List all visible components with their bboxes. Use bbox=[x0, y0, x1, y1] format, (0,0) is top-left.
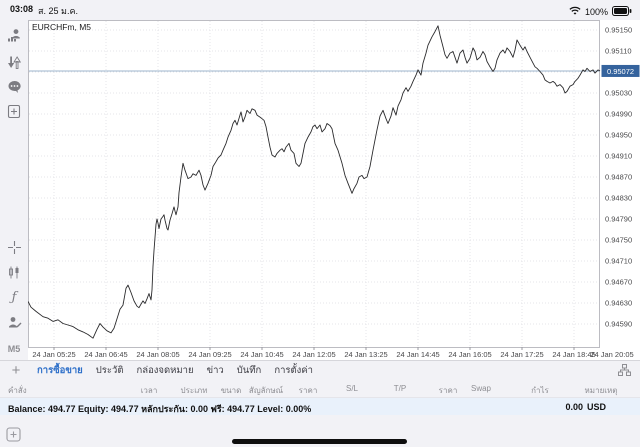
x-axis-label: 24 Jan 05:25 bbox=[32, 350, 75, 359]
balance-row[interactable]: Balance: 494.77 Equity: 494.77 หลักประกั… bbox=[0, 398, 640, 415]
quotes-icon[interactable] bbox=[0, 26, 28, 44]
col-comment: หมายเหตุ bbox=[584, 386, 618, 395]
tab-history[interactable]: ประวัติ bbox=[95, 365, 124, 376]
y-axis-label: 0.94830 bbox=[605, 194, 632, 203]
col-tp: T/P bbox=[393, 384, 407, 393]
chart-type-icon[interactable] bbox=[0, 263, 28, 281]
x-axis-label: 24 Jan 06:45 bbox=[84, 350, 127, 359]
panel-divider bbox=[0, 360, 640, 361]
col-time: เวลา bbox=[140, 386, 158, 395]
y-axis-label: 0.94710 bbox=[605, 257, 632, 266]
objects-icon[interactable] bbox=[0, 313, 28, 331]
tab-mailbox[interactable]: กล่องจดหมาย bbox=[136, 365, 194, 376]
col-order: คำสั่ง bbox=[8, 386, 27, 395]
balance-summary: Balance: 494.77 Equity: 494.77 หลักประกั… bbox=[8, 404, 312, 414]
new-order-icon[interactable] bbox=[0, 102, 28, 120]
wifi-icon bbox=[569, 3, 581, 21]
col-price: ราคา bbox=[298, 386, 318, 395]
col-type: ประเภท bbox=[180, 386, 208, 395]
chart-sidebar: ƒ M5 bbox=[0, 20, 28, 354]
status-date: ส. 25 ม.ค. bbox=[38, 6, 78, 16]
current-price-badge: 0.95072 bbox=[607, 67, 634, 76]
col-sl: S/L bbox=[345, 384, 359, 393]
tab-trade[interactable]: การซื้อขาย bbox=[37, 365, 83, 376]
chart-symbol-title: EURCHFm, M5 bbox=[32, 22, 91, 32]
indicators-icon[interactable]: ƒ bbox=[11, 289, 17, 305]
profit-currency: USD bbox=[586, 402, 606, 412]
x-axis-label: 24 Jan 18:45 bbox=[552, 350, 595, 359]
x-axis-label: 24 Jan 13:25 bbox=[344, 350, 387, 359]
orders-table-header: คำสั่ง เวลา ประเภท ขนาด สัญลักษณ์ ราคา S… bbox=[0, 380, 640, 398]
y-axis-label: 0.94590 bbox=[605, 320, 632, 329]
tab-journal[interactable]: บันทึก bbox=[236, 365, 262, 376]
x-axis-label: 24 Jan 10:45 bbox=[240, 350, 283, 359]
x-axis-label: 24 Jan 08:05 bbox=[136, 350, 179, 359]
add-chart-button[interactable] bbox=[6, 427, 21, 447]
y-axis-label: 0.95110 bbox=[605, 47, 632, 56]
x-axis-label: 24 Jan 20:05 bbox=[590, 350, 633, 359]
clock: 03:08 bbox=[10, 4, 34, 14]
y-axis-label: 0.94750 bbox=[605, 236, 632, 245]
crosshair-icon[interactable] bbox=[0, 238, 28, 256]
y-axis-label: 0.94910 bbox=[605, 152, 632, 161]
y-axis-label: 0.94990 bbox=[605, 110, 632, 119]
timeframe-button[interactable]: M5 bbox=[7, 344, 21, 354]
x-axis-label: 24 Jan 14:45 bbox=[396, 350, 439, 359]
bottom-tab-bar: + การซื้อขาย ประวัติ กล่องจดหมาย ข่าว บั… bbox=[0, 361, 640, 380]
y-axis-label: 0.94950 bbox=[605, 131, 632, 140]
x-axis-label: 24 Jan 12:05 bbox=[292, 350, 335, 359]
y-axis-label: 0.95030 bbox=[605, 89, 632, 98]
price-chart[interactable]: 0.95150 0.95110 0.95030 0.94990 0.94950 0.949… bbox=[28, 20, 640, 360]
sort-orders-icon[interactable] bbox=[617, 363, 632, 382]
y-axis-label: 0.94790 bbox=[605, 215, 632, 224]
battery-icon bbox=[612, 3, 632, 21]
status-bar: 03:08 ส. 25 ม.ค. 100% bbox=[0, 0, 640, 20]
col-size: ขนาด bbox=[220, 386, 242, 395]
chat-icon[interactable] bbox=[0, 78, 28, 96]
y-axis-label: 0.94630 bbox=[605, 299, 632, 308]
x-axis-label: 24 Jan 16:05 bbox=[448, 350, 491, 359]
add-tab-button[interactable]: + bbox=[11, 361, 21, 379]
col-symbol: สัญลักษณ์ bbox=[248, 386, 284, 395]
y-axis-label: 0.94870 bbox=[605, 173, 632, 182]
col-price2: ราคา bbox=[438, 386, 458, 395]
y-axis-label: 0.95150 bbox=[605, 26, 632, 35]
tab-settings[interactable]: การตั้งค่า bbox=[274, 365, 313, 376]
y-axis-label: 0.94670 bbox=[605, 278, 632, 287]
col-swap: Swap bbox=[470, 384, 492, 393]
x-axis-label: 24 Jan 09:25 bbox=[188, 350, 231, 359]
col-profit: กำไร bbox=[531, 386, 549, 395]
home-indicator[interactable] bbox=[232, 439, 407, 444]
profit-value: 0.00 bbox=[565, 402, 583, 412]
battery-percent: 100% bbox=[584, 7, 608, 17]
x-axis-label: 24 Jan 17:25 bbox=[500, 350, 543, 359]
trade-icon[interactable] bbox=[0, 53, 28, 71]
tab-news[interactable]: ข่าว bbox=[206, 365, 224, 376]
